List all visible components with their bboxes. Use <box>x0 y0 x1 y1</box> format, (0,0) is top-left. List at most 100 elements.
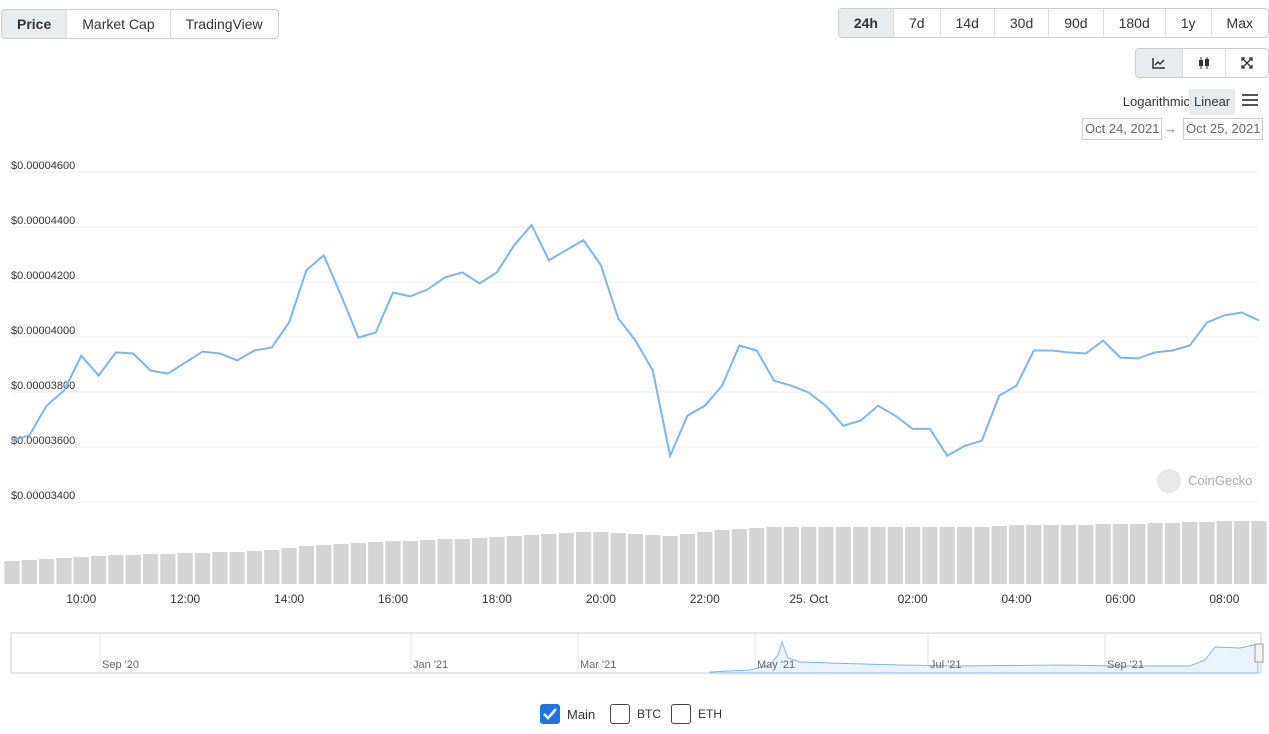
range-button[interactable]: 24h <box>838 9 894 37</box>
volume-bar <box>437 539 453 584</box>
volume-bar <box>298 546 315 584</box>
fullscreen-button[interactable] <box>1226 49 1268 77</box>
linear-option[interactable]: Linear <box>1189 89 1236 115</box>
volume-bar <box>1095 524 1111 584</box>
range-button[interactable]: Max <box>1226 15 1253 31</box>
range-button[interactable]: 180d <box>1104 9 1166 37</box>
navigator-label: Jul '21 <box>930 659 961 671</box>
x-tick-label: 08:00 <box>1209 592 1239 606</box>
check-eth[interactable]: ETH <box>671 704 722 724</box>
range-button[interactable]: 30d <box>995 9 1050 37</box>
volume-bar <box>835 527 851 584</box>
volume-bar <box>316 545 332 584</box>
volume-bar <box>749 528 765 584</box>
x-tick-label: 02:00 <box>898 592 928 606</box>
check-btc[interactable]: BTC <box>610 704 661 724</box>
volume-bar <box>73 557 89 584</box>
volume-bar <box>766 527 782 584</box>
volume-bar <box>1199 522 1215 584</box>
volume-bar <box>125 555 141 584</box>
volume-bar <box>368 542 384 584</box>
volume-bar <box>142 554 159 584</box>
volume-bar <box>697 532 713 584</box>
tab[interactable]: Price <box>2 10 68 38</box>
volume-bar <box>21 560 37 584</box>
volume-bar <box>56 558 72 584</box>
volume-bar <box>541 534 557 584</box>
x-tick-label: 25. Oct <box>789 592 828 606</box>
check-main[interactable]: Main <box>540 704 595 724</box>
volume-bar <box>922 527 938 584</box>
y-tick-label: $0.00004000 <box>11 325 75 337</box>
range-button[interactable]: 90d <box>1049 9 1104 37</box>
x-tick-label: 14:00 <box>274 592 304 606</box>
volume-bar <box>991 526 1007 584</box>
volume-bar <box>1112 524 1129 584</box>
volume-bar <box>627 534 644 584</box>
volume-bar <box>229 552 245 584</box>
volume-bar <box>1026 525 1042 584</box>
volume-bar <box>1234 521 1250 584</box>
volume-bar <box>731 529 748 584</box>
tab[interactable]: TradingView <box>185 16 263 32</box>
volume-bar <box>818 527 834 584</box>
navigator-label: Sep '20 <box>102 659 139 671</box>
watermark-logo <box>1157 469 1181 493</box>
x-tick-label: 18:00 <box>482 592 512 606</box>
volume-bar <box>852 527 869 584</box>
menu-icon[interactable] <box>1241 93 1259 107</box>
view-group <box>1135 48 1269 78</box>
navigator-label: Jan '21 <box>413 659 448 671</box>
chart: CoinGecko $0.00003400 $0.00003600 $0.00003… <box>4 160 1267 674</box>
volume-bar <box>489 537 505 584</box>
volume-bar <box>1060 525 1077 584</box>
date-to[interactable]: Oct 25, 2021 <box>1183 118 1264 140</box>
volume-bar <box>939 527 955 584</box>
watermark: CoinGecko <box>1188 473 1252 488</box>
x-tick-label: 16:00 <box>378 592 408 606</box>
x-tick-label: 20:00 <box>586 592 616 606</box>
volume-bar <box>1182 522 1198 584</box>
y-tick-label: $0.00003800 <box>11 380 75 392</box>
volume-bar <box>974 527 990 584</box>
volume-bar <box>1216 521 1233 584</box>
price-line <box>11 223 1260 460</box>
line-view-button[interactable] <box>1136 49 1183 77</box>
volume-bar <box>801 527 817 584</box>
volume-bar <box>558 533 574 584</box>
x-tick-label: 22:00 <box>690 592 720 606</box>
navigator-label: Mar '21 <box>580 659 616 671</box>
volume-bar <box>281 548 297 584</box>
volume-bar <box>108 555 124 584</box>
volume-bar <box>402 541 419 584</box>
y-tick-label: $0.00004200 <box>11 270 75 282</box>
volume-bar <box>212 552 228 584</box>
check-label: BTC <box>637 707 661 721</box>
navigator-label: Sep '21 <box>1107 659 1144 671</box>
x-tick-label: 04:00 <box>1002 592 1032 606</box>
volume-bar <box>887 527 903 584</box>
range-button[interactable]: 1y <box>1166 9 1212 37</box>
x-tick-label: 06:00 <box>1105 592 1135 606</box>
x-tick-label: 10:00 <box>66 592 96 606</box>
volume-bar <box>506 536 522 584</box>
volume-bar <box>420 540 436 584</box>
volume-bar <box>645 535 661 584</box>
volume-bar <box>90 556 107 584</box>
range-button[interactable]: 14d <box>941 9 995 37</box>
candle-view-button[interactable] <box>1183 49 1226 77</box>
volume-bar <box>714 530 730 584</box>
tab[interactable]: Market Cap <box>67 10 171 38</box>
volume-bar <box>662 536 678 584</box>
y-tick-label: $0.00003600 <box>11 435 75 447</box>
volume-bar <box>870 527 886 584</box>
volume-bar <box>1008 525 1025 584</box>
volume-bar <box>385 541 401 584</box>
navigator-handle[interactable] <box>1254 643 1264 663</box>
volume-bar <box>160 554 176 584</box>
range-button[interactable]: 7d <box>894 9 941 37</box>
log-option[interactable]: Logarithmic <box>1122 94 1190 109</box>
date-from[interactable]: Oct 24, 2021 <box>1082 118 1163 140</box>
volume-bar <box>246 551 263 584</box>
x-tick-label: 12:00 <box>170 592 200 606</box>
